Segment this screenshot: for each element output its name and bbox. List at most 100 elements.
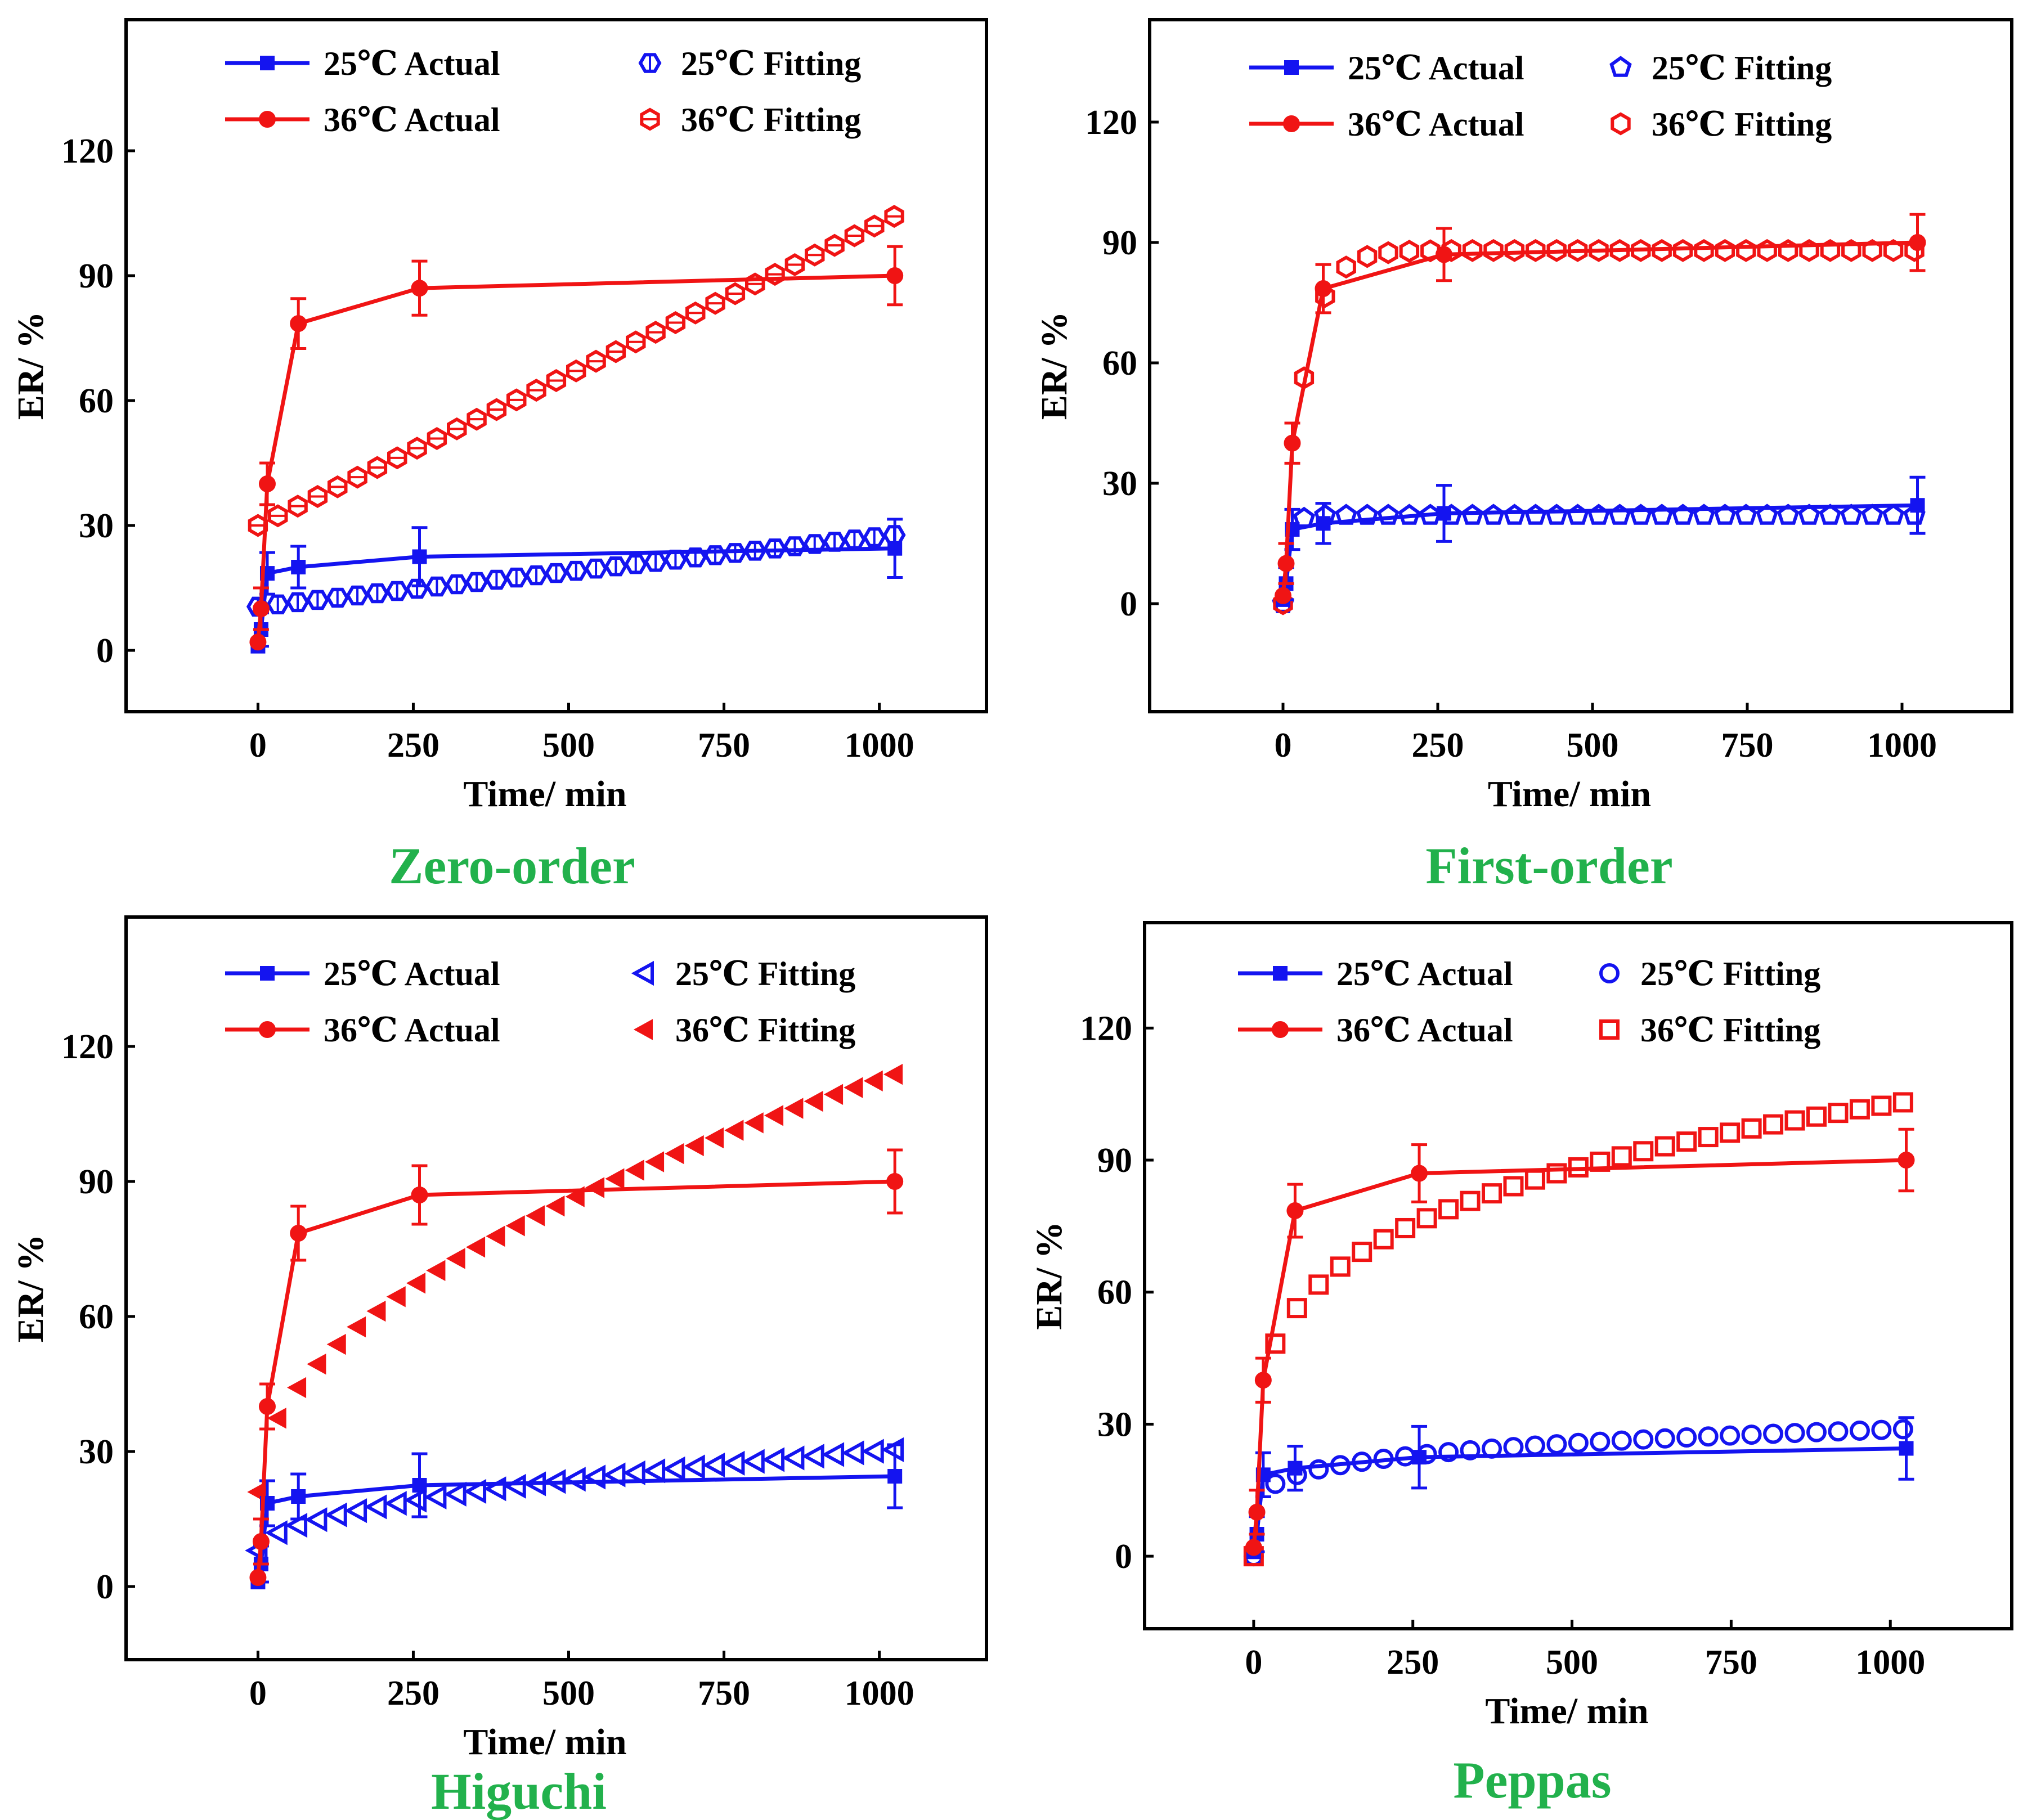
legend-marker <box>1599 963 1620 983</box>
fit-point <box>1871 1095 1892 1116</box>
fit-point <box>546 369 567 392</box>
x-tick-label: 1000 <box>1855 1643 1925 1682</box>
x-tick-label: 250 <box>387 1674 439 1713</box>
actual-point <box>290 1225 307 1242</box>
fit-point <box>584 558 608 579</box>
fit-point <box>1352 1242 1372 1262</box>
actual-point <box>1248 1503 1266 1521</box>
y-axis-label: ER/ % <box>1029 1221 1070 1330</box>
x-axis-label: Time/ min <box>1488 774 1651 815</box>
fit-point <box>1871 1419 1892 1440</box>
fit-point <box>447 417 467 441</box>
actual-point <box>249 1569 267 1586</box>
x-tick-label: 0 <box>249 1674 267 1713</box>
fit-point <box>1820 239 1841 262</box>
fit-point <box>1503 504 1526 525</box>
fit-point <box>1849 1099 1870 1120</box>
panel-caption: First-order <box>1425 837 1672 895</box>
fit-point <box>1460 1190 1481 1211</box>
series-fitting-red <box>248 205 904 537</box>
legend-marker <box>259 1021 276 1038</box>
series-actual-red-line <box>1275 213 1926 604</box>
fit-point <box>1633 1141 1654 1162</box>
x-tick-label: 1000 <box>1867 726 1937 765</box>
fit-point <box>725 282 746 305</box>
actual-point <box>1245 1539 1262 1556</box>
chart-panel-first-order: 0 30 60 90 120 0 250 500 750 1000 Time/ min ER/ % Fi… <box>1034 18 2013 895</box>
fit-point <box>545 1196 565 1217</box>
x-tick-label: 0 <box>249 726 267 765</box>
fit-point <box>782 1445 805 1471</box>
series-fitting-blue <box>1272 504 1926 613</box>
fit-point <box>863 527 886 547</box>
fit-point <box>804 1090 823 1112</box>
fit-point <box>622 1460 645 1485</box>
fit-point <box>486 398 507 421</box>
x-axis-label: Time/ min <box>463 1722 626 1763</box>
actual-point <box>1288 1461 1303 1476</box>
fit-point <box>564 560 588 581</box>
fit-point <box>665 1143 684 1165</box>
fit-point <box>367 456 388 479</box>
fit-point <box>1720 1425 1741 1446</box>
fit-point <box>645 321 666 344</box>
fit-point <box>1546 1434 1567 1455</box>
fit-point <box>745 272 765 296</box>
fit-point <box>465 572 488 592</box>
actual-point <box>412 1478 427 1493</box>
fit-point <box>824 1084 844 1105</box>
fit-point <box>1546 1163 1567 1184</box>
fit-point <box>268 504 288 528</box>
fit-point <box>1590 1431 1611 1452</box>
fit-point <box>1806 1422 1827 1442</box>
legend-label: 36℃ Actual <box>324 1012 500 1049</box>
fit-point <box>307 485 328 508</box>
y-tick-label: 0 <box>1115 1538 1132 1576</box>
y-tick-label: 60 <box>1097 1274 1132 1312</box>
fit-point <box>304 1507 328 1533</box>
fit-point <box>1720 1122 1741 1143</box>
actual-point <box>411 1187 428 1203</box>
x-tick-label: 250 <box>1412 726 1464 765</box>
legend-label: 25℃ Fitting <box>681 45 861 82</box>
x-tick-label: 750 <box>1721 726 1774 765</box>
fit-point <box>761 1447 785 1472</box>
fit-point <box>763 538 787 559</box>
legend: 25℃ Actual 36℃ Actual 25℃ Fitting 36℃ Fitti… <box>1238 955 1820 1049</box>
fit-point <box>1698 1127 1719 1148</box>
actual-point <box>291 1489 306 1504</box>
actual-point <box>412 549 427 564</box>
fit-point <box>1652 239 1672 262</box>
y-tick-label: 0 <box>96 1568 114 1606</box>
fit-point <box>1611 1430 1632 1451</box>
fit-point <box>1589 239 1609 262</box>
legend: 25℃ Actual 36℃ Actual 25℃ Fitting 36℃ Fitti… <box>225 955 855 1049</box>
legend-marker <box>1273 966 1288 981</box>
x-tick-label: 500 <box>1546 1643 1598 1682</box>
fit-point <box>1784 1423 1805 1444</box>
fit-point <box>864 214 885 238</box>
fit-point <box>267 1408 286 1429</box>
fit-point <box>642 1458 666 1484</box>
fit-point <box>286 592 309 613</box>
fit-point <box>803 534 827 554</box>
fit-point <box>1378 241 1398 264</box>
fit-point <box>1524 504 1547 525</box>
fit-point <box>446 1248 465 1269</box>
y-tick-label: 30 <box>1102 465 1137 503</box>
y-tick-label: 60 <box>79 382 114 420</box>
fit-point <box>326 1333 346 1355</box>
fit-point <box>1882 504 1905 525</box>
fit-point <box>365 583 389 604</box>
legend: 25℃ Actual 36℃ Actual 25℃ Fitting 36℃ Fitti… <box>225 45 861 138</box>
fit-point <box>506 388 527 412</box>
fit-point <box>1373 1229 1394 1250</box>
actual-point <box>1411 1165 1428 1182</box>
legend-marker <box>1272 1021 1289 1038</box>
actual-line <box>1281 240 1918 596</box>
fit-point <box>324 1502 347 1527</box>
plot-frame <box>124 18 988 713</box>
actual-point <box>886 1173 904 1190</box>
plot-frame <box>1143 921 2013 1630</box>
fit-point <box>1892 1092 1913 1113</box>
